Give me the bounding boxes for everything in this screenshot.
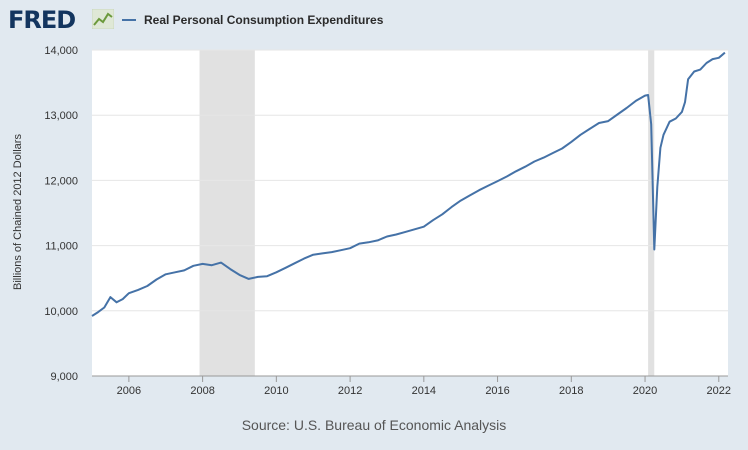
fred-logo[interactable]: FRED: [8, 6, 76, 34]
trend-line-icon: [92, 9, 114, 29]
x-tick-label: 2006: [117, 385, 141, 397]
y-tick-label: 14,000: [44, 45, 78, 57]
y-tick-label: 10,000: [44, 306, 78, 318]
y-axis-ticks: 9,000 10,000 11,000 12,000 13,000 14,000: [44, 45, 78, 383]
y-axis-label: Billions of Chained 2012 Dollars: [12, 134, 24, 290]
y-tick-label: 11,000: [45, 241, 78, 253]
x-tick-label: 2018: [559, 385, 583, 397]
x-tick-label: 2008: [190, 385, 214, 397]
y-tick-label: 13,000: [44, 110, 78, 122]
x-tick-label: 2020: [633, 385, 657, 397]
y-tick-label: 12,000: [44, 175, 78, 187]
x-axis-ticks: 2006 2008 2010 2012 2014 2016 2018 2020 2022: [92, 375, 731, 397]
x-tick-label: 2022: [707, 385, 731, 397]
y-tick-label: 9,000: [50, 371, 78, 383]
plot-area: [92, 50, 728, 376]
chart-header: FRED Real Personal Consumption Expenditu…: [0, 0, 748, 40]
x-tick-label: 2016: [485, 385, 509, 397]
legend-label: Real Personal Consumption Expenditures: [144, 13, 384, 27]
x-tick-label: 2012: [338, 385, 362, 397]
x-tick-label: 2014: [412, 385, 436, 397]
recession-band: [648, 50, 655, 376]
series-layer: [91, 51, 726, 317]
recession-shading: [199, 50, 655, 376]
series-line: [91, 51, 726, 317]
recession-band: [199, 50, 255, 376]
source-note: Source: U.S. Bureau of Economic Analysis: [241, 417, 507, 433]
x-tick-label: 2010: [264, 385, 288, 397]
legend-swatch: [122, 19, 136, 21]
legend[interactable]: Real Personal Consumption Expenditures: [122, 12, 383, 28]
